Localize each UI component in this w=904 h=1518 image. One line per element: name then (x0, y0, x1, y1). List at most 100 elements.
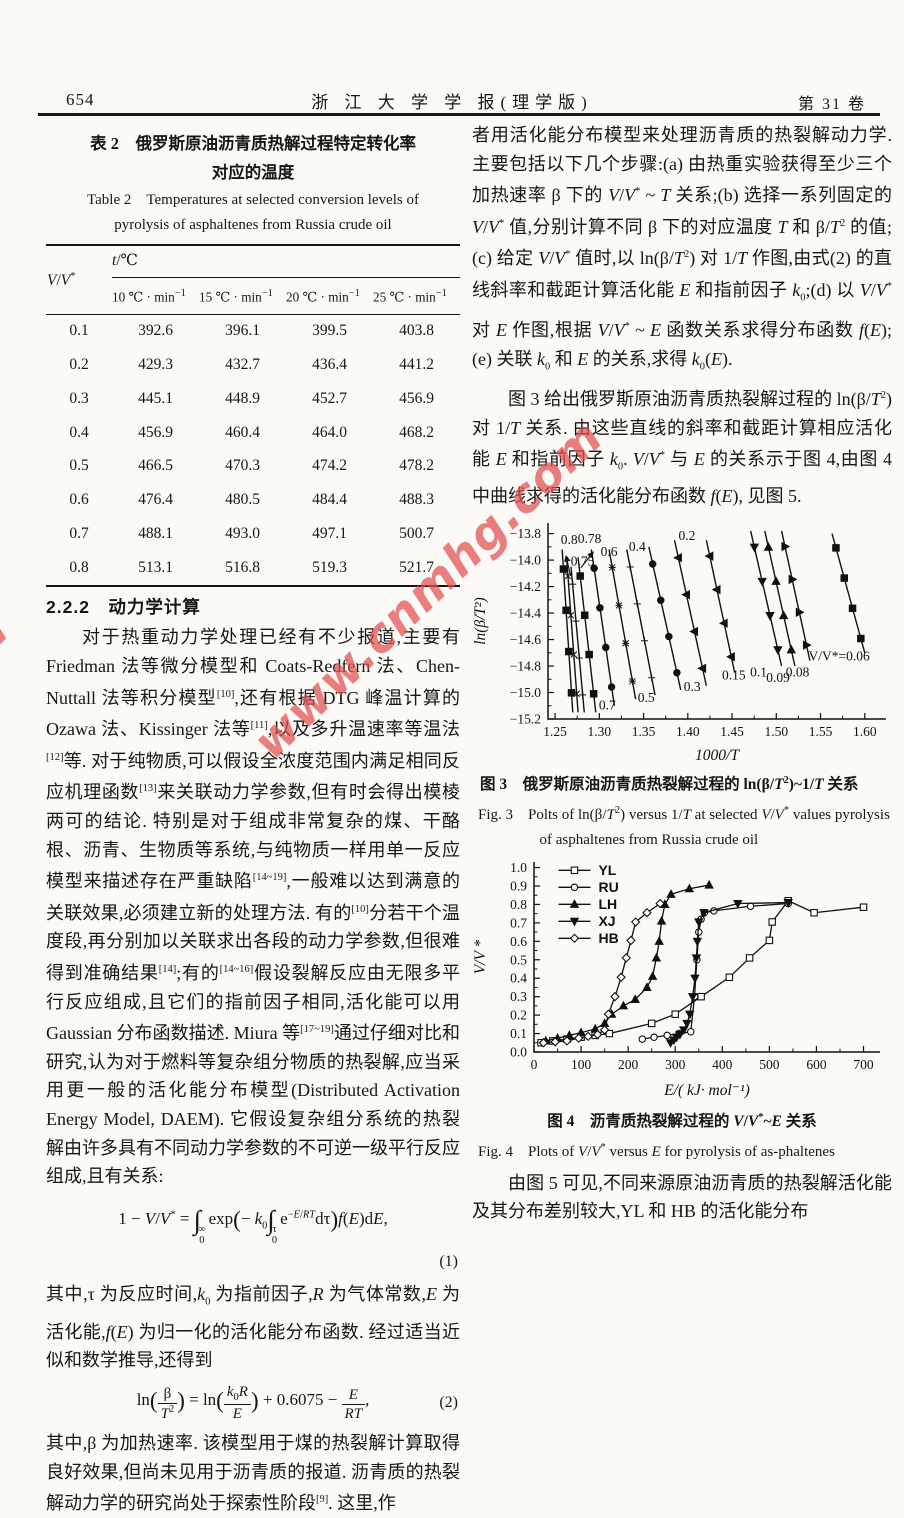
temperature-cell: 500.7 (399, 524, 434, 542)
svg-text:0.6: 0.6 (601, 544, 618, 559)
svg-text:0.08: 0.08 (786, 665, 810, 680)
equation-2-number: (2) (439, 1394, 458, 1412)
svg-text:1.45: 1.45 (720, 724, 744, 739)
svg-text:0.3: 0.3 (510, 989, 527, 1004)
svg-text:0.6: 0.6 (510, 934, 527, 949)
svg-text:0.9: 0.9 (510, 879, 527, 894)
svg-text:0.8: 0.8 (561, 532, 578, 547)
equation-2-body: ln(β T2) = ln(k0R E) + 0.6075 − E RT, (136, 1383, 370, 1423)
figure4: 0 100 200 300 400 500 600 700 0.0 0.1 0.2 0.3 0.4 0.5… (472, 854, 892, 1165)
temperature-cell: 448.9 (225, 389, 260, 407)
temperature-cell: 513.1 (138, 558, 173, 576)
temperature-cell: 445.1 (138, 389, 173, 407)
rate-header: 25 ℃ · min−1 (373, 277, 460, 315)
temperature-cell: 452.7 (312, 389, 347, 407)
conversion-cell: 0.6 (69, 491, 89, 509)
rate-header: 10 ℃ · min−1 (112, 277, 199, 315)
svg-text:0.7: 0.7 (510, 915, 527, 930)
svg-text:0.3: 0.3 (684, 679, 701, 694)
svg-text:1.40: 1.40 (676, 724, 700, 739)
svg-text:700: 700 (853, 1057, 874, 1072)
figure3-chart: 1.25 1.30 1.35 1.40 1.45 1.50 1.55 1.60 −13.8 −14… (472, 522, 886, 764)
left-paragraph-2: 其中,τ 为反应时间,k0 为指前因子,R 为气体常数,E 为活化能,f(E) … (46, 1284, 461, 1371)
svg-text:1.25: 1.25 (543, 724, 567, 739)
temperature-cell: 466.5 (138, 457, 173, 475)
svg-text:−14.2: −14.2 (510, 579, 541, 594)
svg-text:0.2: 0.2 (510, 1008, 527, 1023)
temperature-cell: 493.0 (225, 524, 260, 542)
equation-1: 1 − V/V* = ∫ ∞ 0 exp(− k0∫ τ 0 e−E/RTdτ)f(E)dE… (118, 1204, 388, 1246)
right-column: 者用活化能分布模型来处理沥青质的热裂解动力学. 主要包括以下几个步骤:(a) 由… (472, 121, 892, 1226)
header-rule (38, 113, 880, 116)
temperature-cell: 460.4 (225, 423, 260, 441)
temperature-cell: 521.7 (399, 558, 434, 576)
svg-text:0.5: 0.5 (510, 952, 527, 967)
svg-text:V/V *: V/V * (472, 940, 489, 975)
page-number: 654 (66, 90, 95, 109)
svg-text:−15.0: −15.0 (510, 685, 541, 700)
svg-text:200: 200 (618, 1057, 639, 1072)
table2-body: 0.1 392.6 396.1 399.5 403.8 0.2 429.3 432.7 436.… (46, 314, 460, 586)
svg-text:−14.0: −14.0 (510, 552, 541, 567)
conversion-cell: 0.1 (69, 322, 89, 340)
temperature-cell: 516.8 (225, 558, 260, 576)
table-row: 0.1 392.6 396.1 399.5 403.8 (46, 314, 460, 348)
table-row: 0.6 476.4 480.5 484.4 488.3 (46, 483, 460, 517)
temperature-cell: 468.2 (399, 423, 434, 441)
table2-caption-zh-line1: 表 2 俄罗斯原油沥青质热解过程特定转化率 (90, 134, 416, 153)
svg-text:E/( kJ· mol⁻¹): E/( kJ· mol⁻¹) (663, 1082, 750, 1099)
table2-caption-en-line2: pyrolysis of asphaltenes from Russia cru… (114, 217, 392, 233)
journal-title: 浙 江 大 学 学 报(理学版) (311, 93, 593, 112)
svg-text:300: 300 (665, 1057, 686, 1072)
table-row: 0.5 466.5 470.3 474.2 478.2 (46, 450, 460, 484)
svg-text:−14.8: −14.8 (510, 658, 541, 673)
svg-text:600: 600 (806, 1057, 827, 1072)
svg-text:1.0: 1.0 (510, 860, 527, 875)
figure3: 1.25 1.30 1.35 1.40 1.45 1.50 1.55 1.60 −13.8 −14… (472, 513, 892, 852)
conversion-cell: 0.7 (69, 524, 89, 542)
svg-text:0.15: 0.15 (722, 667, 746, 682)
figure3-caption-en: Fig. 3 Polts of ln(β/T2) versus 1/T at s… (478, 805, 890, 848)
temperature-cell: 464.0 (312, 423, 347, 441)
figure4-caption-zh: 图 4 沥青质热裂解过程的 V/V*~E 关系 (547, 1112, 817, 1131)
svg-text:RU: RU (598, 879, 618, 895)
svg-text:1.50: 1.50 (764, 724, 788, 739)
conversion-cell: 0.5 (69, 457, 89, 475)
table2: V/V* t/℃ 10 ℃ · min−1 15 ℃ · min−1 20 ℃ · … (46, 244, 460, 587)
temperature-cell: 456.9 (138, 423, 173, 441)
temperature-cell: 456.9 (399, 389, 434, 407)
temperature-cell: 436.4 (312, 355, 347, 373)
svg-text:1.60: 1.60 (853, 724, 877, 739)
table2-caption-en: Table 2 Temperatures at selected convers… (46, 188, 460, 238)
temperature-cell: 488.1 (138, 524, 173, 542)
svg-text:YL: YL (598, 862, 616, 878)
svg-text:1.35: 1.35 (632, 724, 656, 739)
svg-text:0.1: 0.1 (750, 665, 767, 680)
svg-text:100: 100 (571, 1057, 592, 1072)
temperature-cell: 488.3 (399, 491, 434, 509)
temperature-cell: 474.2 (312, 457, 347, 475)
temperature-cell: 399.5 (312, 322, 347, 340)
conversion-cell: 0.3 (69, 389, 89, 407)
svg-text:0.0: 0.0 (510, 1045, 527, 1060)
svg-text:1.55: 1.55 (809, 724, 833, 739)
svg-text:0.5: 0.5 (638, 690, 655, 705)
temperature-cell: 476.4 (138, 491, 173, 509)
temperature-cell: 429.3 (138, 355, 173, 373)
temperature-cell: 478.2 (399, 457, 434, 475)
equation-2: ln(β T2) = ln(k0R E) + 0.6075 − E RT, (2) (46, 1383, 460, 1424)
temperature-cell: 470.3 (225, 457, 260, 475)
equation-1-number: (1) (439, 1252, 458, 1270)
svg-text:1.30: 1.30 (588, 724, 612, 739)
table-row: 0.8 513.1 516.8 519.3 521.7 (46, 551, 460, 586)
temperature-cell: 403.8 (399, 322, 434, 340)
svg-text:1000/T: 1000/T (695, 747, 740, 764)
svg-text:0.2: 0.2 (678, 528, 695, 543)
figure3-caption-zh: 图 3 俄罗斯原油沥青质热裂解过程的 ln(β/T2)~1/T 关系 (480, 774, 859, 794)
temperature-cell: 497.1 (312, 524, 347, 542)
svg-text:HB: HB (598, 930, 618, 946)
temperature-cell: 484.4 (312, 491, 347, 509)
left-paragraph-1: 对于热重动力学处理已经有不少报道,主要有 Friedman 法等微分模型和 Co… (46, 627, 461, 1187)
watermark-fragment: www.cnmhg.com (0, 602, 20, 964)
left-paragraph-3: 其中,β 为加热速率. 该模型用于煤的热裂解计算取得良好效果,但尚未见用于沥青质… (46, 1433, 460, 1514)
